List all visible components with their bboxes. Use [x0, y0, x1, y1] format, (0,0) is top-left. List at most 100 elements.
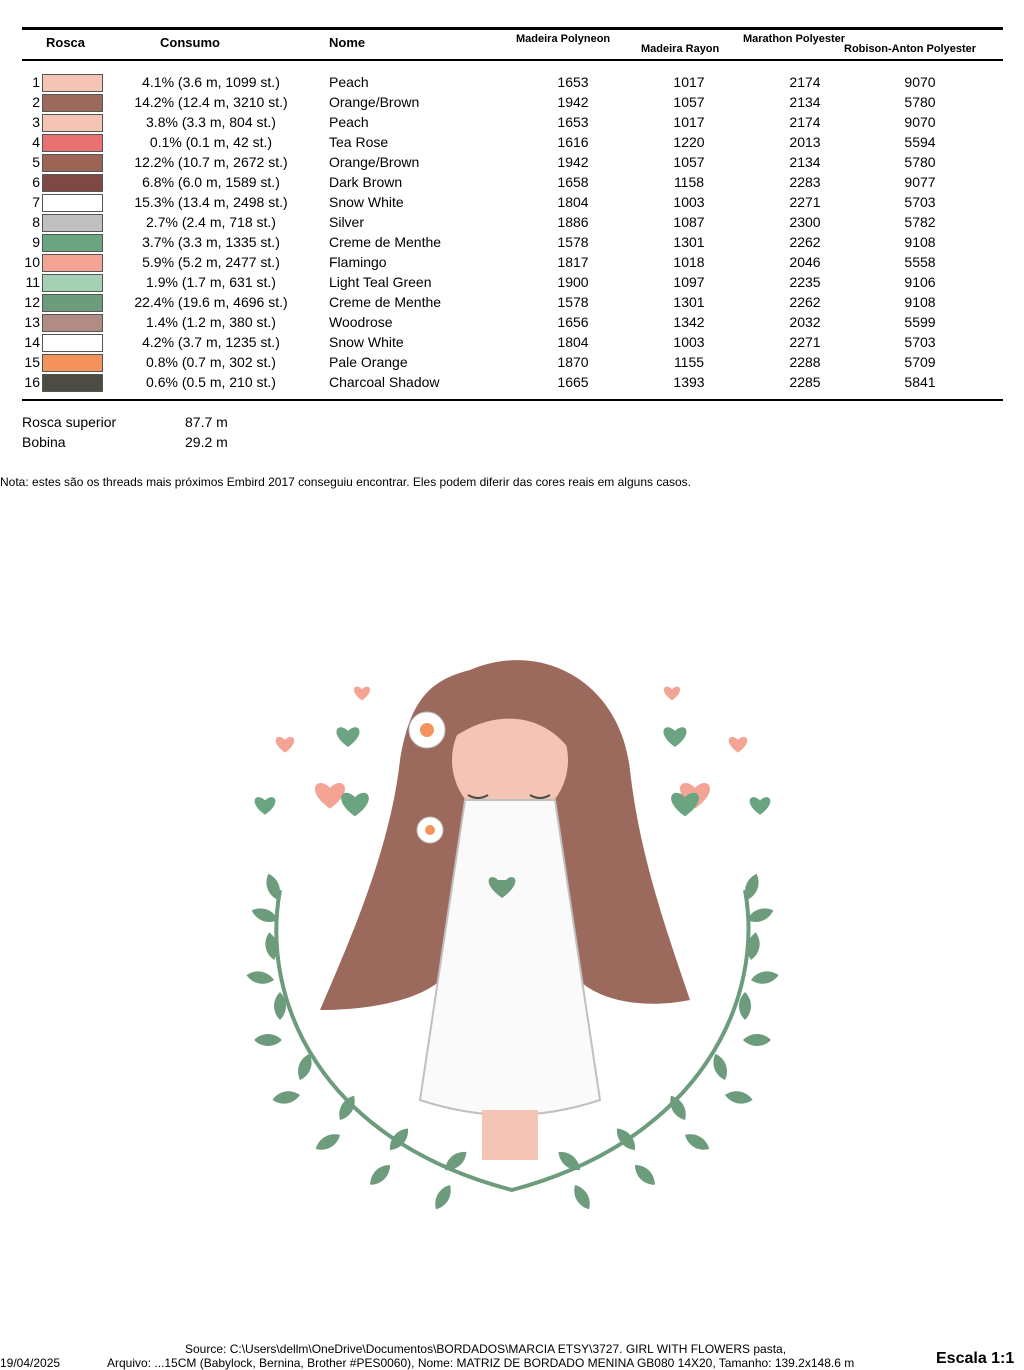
thread-name: Snow White [329, 194, 404, 210]
consumption: 12.2% (10.7 m, 2672 st.) [134, 154, 288, 170]
thread-code-mp: 1804 [557, 334, 589, 350]
thread-code-mr: 1158 [673, 174, 705, 190]
consumption: 22.4% (19.6 m, 4696 st.) [134, 294, 288, 310]
thread-code-mr: 1155 [673, 354, 705, 370]
consumption: 14.2% (12.4 m, 3210 st.) [134, 94, 288, 110]
consumption: 1.9% (1.7 m, 631 st.) [146, 274, 276, 290]
scale-label: Escala 1:1 [936, 1350, 1015, 1367]
thread-code-mp: 1578 [557, 294, 589, 310]
thread-code-ma: 2288 [789, 354, 821, 370]
thread-name: Peach [329, 74, 369, 90]
thread-code-ra: 5703 [904, 334, 936, 350]
thread-code-ra: 5599 [904, 314, 936, 330]
thread-name: Snow White [329, 334, 404, 350]
thread-row: 14 4.2% (3.7 m, 1235 st.) Snow White 1804 10… [0, 334, 1024, 354]
thread-code-mr: 1057 [673, 154, 705, 170]
thread-number: 7 [32, 194, 40, 210]
color-swatch [42, 374, 103, 392]
thread-code-ma: 2285 [789, 374, 821, 390]
thread-code-mr: 1018 [673, 254, 705, 270]
thread-name: Orange/Brown [329, 94, 420, 110]
thread-code-mp: 1653 [557, 114, 589, 130]
thread-code-ra: 9070 [904, 74, 936, 90]
col-nome: Nome [329, 35, 366, 50]
thread-code-ma: 2134 [789, 154, 821, 170]
thread-row: 6 6.8% (6.0 m, 1589 st.) Dark Brown 1658 115… [0, 174, 1024, 194]
col-madeira-rayon: Madeira Rayon [641, 43, 720, 55]
thread-code-mr: 1003 [673, 334, 705, 350]
thread-code-mr: 1220 [673, 134, 705, 150]
thread-row: 13 1.4% (1.2 m, 380 st.) Woodrose 1656 1342 2… [0, 314, 1024, 334]
col-consumo: Consumo [160, 35, 220, 50]
thread-code-ma: 2262 [789, 294, 821, 310]
thread-number: 3 [32, 114, 40, 130]
color-swatch [42, 154, 103, 172]
thread-code-ma: 2300 [789, 214, 821, 230]
thread-number: 16 [24, 374, 40, 390]
thread-number: 11 [25, 274, 40, 290]
thread-row: 8 2.7% (2.4 m, 718 st.) Silver 1886 1087 2300… [0, 214, 1024, 234]
col-robison: Robison-Anton Polyester [844, 43, 977, 55]
thread-code-ma: 2046 [789, 254, 821, 270]
consumption: 6.8% (6.0 m, 1589 st.) [142, 174, 280, 190]
thread-row: 1 4.1% (3.6 m, 1099 st.) Peach 1653 1017 2174… [0, 74, 1024, 94]
thread-code-ra: 5594 [904, 134, 936, 150]
thread-row: 15 0.8% (0.7 m, 302 st.) Pale Orange 1870 11… [0, 354, 1024, 374]
thread-number: 14 [24, 334, 40, 350]
thread-code-mp: 1900 [557, 274, 589, 290]
thread-code-ra: 9108 [904, 294, 936, 310]
color-swatch [42, 314, 103, 332]
thread-code-ra: 5703 [904, 194, 936, 210]
thread-row: 7 15.3% (13.4 m, 2498 st.) Snow White 1804 1… [0, 194, 1024, 214]
thread-code-mp: 1870 [557, 354, 589, 370]
thread-code-mr: 1097 [673, 274, 705, 290]
thread-code-ma: 2283 [789, 174, 821, 190]
thread-row: 4 0.1% (0.1 m, 42 st.) Tea Rose 1616 1220 201… [0, 134, 1024, 154]
thread-number: 13 [24, 314, 40, 330]
thread-code-ma: 2262 [789, 234, 821, 250]
color-swatch [42, 234, 103, 252]
consumption: 4.1% (3.6 m, 1099 st.) [142, 74, 280, 90]
thread-name: Dark Brown [329, 174, 403, 190]
thread-row: 10 5.9% (5.2 m, 2477 st.) Flamingo 1817 1018… [0, 254, 1024, 274]
thread-name: Creme de Menthe [329, 234, 442, 250]
thread-row: 11 1.9% (1.7 m, 631 st.) Light Teal Green 1… [0, 274, 1024, 294]
color-swatch [42, 274, 103, 292]
footer-source: Source: C:\Users\dellm\OneDrive\Document… [185, 1342, 787, 1356]
thread-code-mr: 1017 [673, 114, 705, 130]
thread-code-ra: 5841 [904, 374, 936, 390]
thread-code-mp: 1942 [557, 154, 589, 170]
thread-code-ma: 2134 [789, 94, 821, 110]
thread-code-mr: 1017 [673, 74, 705, 90]
thread-code-ma: 2174 [789, 114, 821, 130]
thread-code-mp: 1656 [557, 314, 589, 330]
thread-row: 9 3.7% (3.3 m, 1335 st.) Creme de Menthe 15… [0, 234, 1024, 254]
consumption: 3.8% (3.3 m, 804 st.) [146, 114, 276, 130]
thread-code-mp: 1616 [557, 134, 589, 150]
thread-number: 5 [32, 154, 40, 170]
thread-name: Flamingo [329, 254, 387, 270]
thread-code-ra: 9070 [904, 114, 936, 130]
thread-code-ma: 2013 [789, 134, 821, 150]
wreath [245, 871, 779, 1210]
thread-number: 15 [24, 354, 40, 370]
thread-code-mp: 1578 [557, 234, 589, 250]
thread-number: 8 [32, 214, 40, 230]
top-thread-label: Rosca superior [22, 414, 117, 430]
color-swatch [42, 354, 103, 372]
bobbin-value: 29.2 m [185, 434, 228, 450]
thread-code-mp: 1653 [557, 74, 589, 90]
thread-code-mp: 1886 [557, 214, 589, 230]
consumption: 5.9% (5.2 m, 2477 st.) [142, 254, 280, 270]
embroidery-preview [245, 660, 785, 1210]
thread-name: Orange/Brown [329, 154, 420, 170]
girl [320, 660, 690, 1160]
color-swatch [42, 94, 103, 112]
consumption: 4.2% (3.7 m, 1235 st.) [142, 334, 280, 350]
footer-file: Arquivo: ...15CM (Babylock, Bernina, Bro… [107, 1356, 855, 1370]
thread-number: 2 [32, 94, 40, 110]
color-swatch [42, 74, 103, 92]
col-madeira-polyneon: Madeira Polyneon [516, 33, 611, 45]
thread-code-ra: 5780 [904, 154, 936, 170]
thread-code-ma: 2271 [789, 194, 821, 210]
